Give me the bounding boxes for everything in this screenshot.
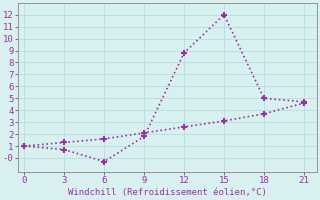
X-axis label: Windchill (Refroidissement éolien,°C): Windchill (Refroidissement éolien,°C): [68, 188, 267, 197]
